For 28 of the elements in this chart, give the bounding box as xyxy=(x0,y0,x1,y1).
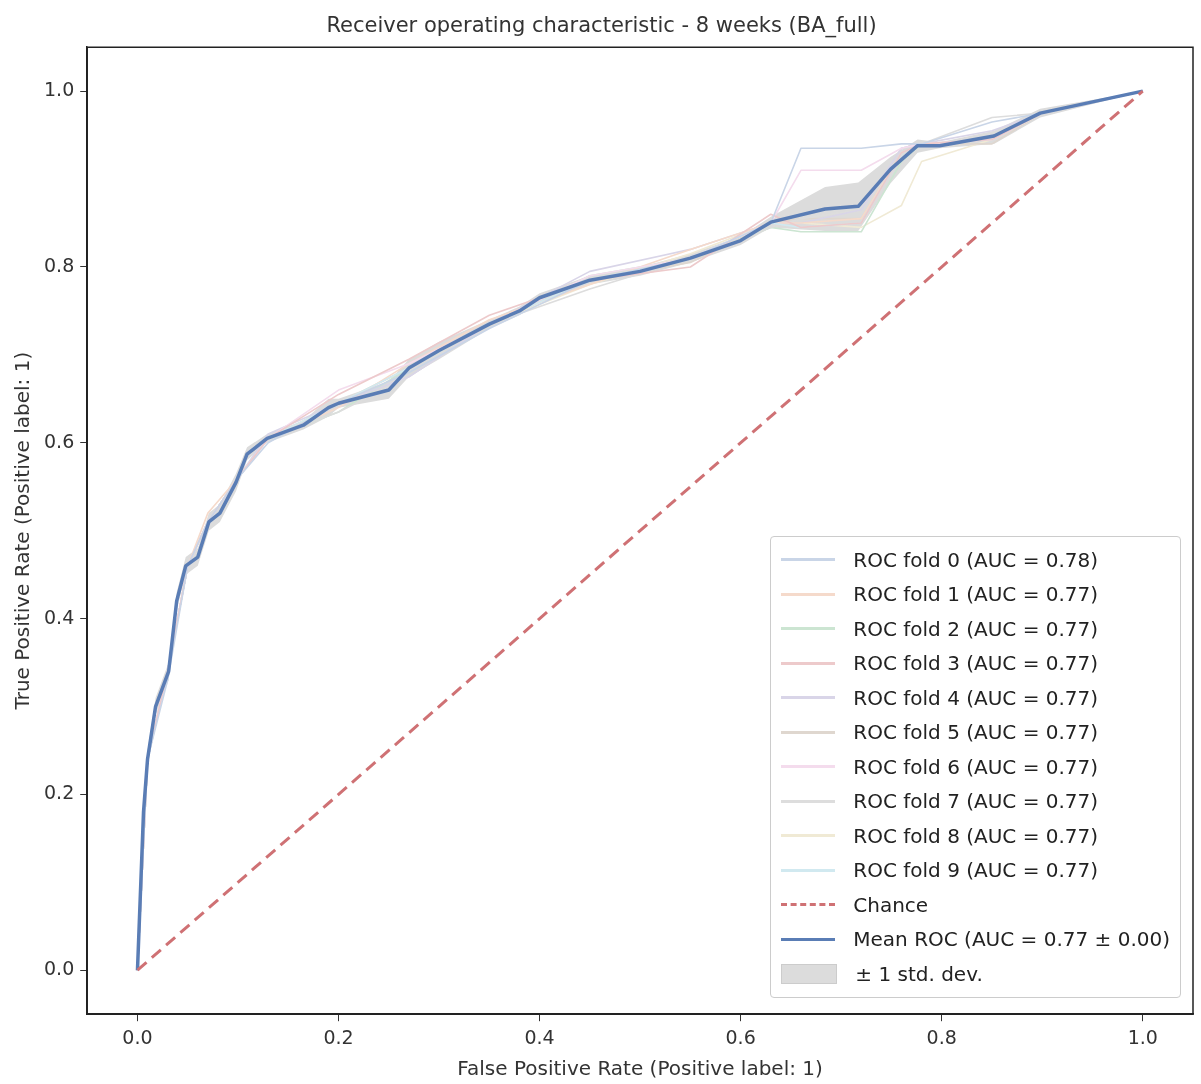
y-tick-label: 0.2 xyxy=(44,781,75,804)
y-tick-label: 0.0 xyxy=(44,957,75,980)
legend-label: Chance xyxy=(853,892,929,917)
x-tick-label: 0.0 xyxy=(122,1025,153,1048)
y-axis-title: True Positive Rate (Positive label: 1) xyxy=(10,351,35,711)
legend-label: ROC fold 4 (AUC = 0.77) xyxy=(853,685,1099,710)
legend-label: ROC fold 3 (AUC = 0.77) xyxy=(853,651,1099,676)
legend-label: Mean ROC (AUC = 0.77 ± 0.00) xyxy=(853,927,1170,952)
x-tick-label: 1.0 xyxy=(1127,1025,1158,1048)
x-tick-label: 0.8 xyxy=(926,1025,957,1048)
y-tick-label: 1.0 xyxy=(44,78,75,101)
legend-label: ROC fold 1 (AUC = 0.77) xyxy=(853,582,1099,607)
legend-label: ROC fold 0 (AUC = 0.78) xyxy=(853,547,1099,572)
legend-label: ROC fold 6 (AUC = 0.77) xyxy=(853,754,1099,779)
chart-title: Receiver operating characteristic - 8 weeks (BA_full) xyxy=(326,13,877,39)
legend-label: ROC fold 9 (AUC = 0.77) xyxy=(853,858,1099,883)
y-tick-label: 0.4 xyxy=(44,605,75,628)
legend-label: ROC fold 2 (AUC = 0.77) xyxy=(853,616,1099,641)
y-tick-label: 0.8 xyxy=(44,253,75,276)
x-axis-title: False Positive Rate (Positive label: 1) xyxy=(457,1056,823,1081)
y-tick-label: 0.6 xyxy=(44,429,75,452)
legend-label: ROC fold 7 (AUC = 0.77) xyxy=(853,789,1099,814)
legend-label: ROC fold 5 (AUC = 0.77) xyxy=(853,720,1099,745)
x-tick-label: 0.4 xyxy=(524,1025,555,1048)
x-tick-label: 0.6 xyxy=(725,1025,756,1048)
legend-label: ROC fold 8 (AUC = 0.77) xyxy=(853,823,1099,848)
x-tick-label: 0.2 xyxy=(323,1025,354,1048)
annotation: ± 1 std. dev. xyxy=(855,961,983,986)
